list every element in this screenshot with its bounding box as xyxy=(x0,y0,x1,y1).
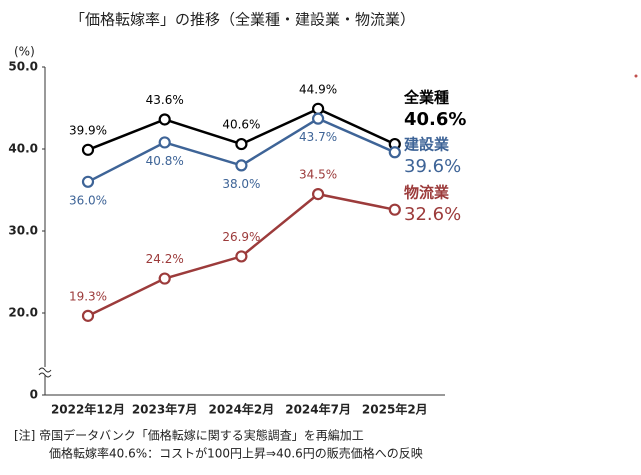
axis-break xyxy=(38,367,52,378)
data-label: 19.3% xyxy=(69,289,107,303)
point xyxy=(388,203,401,216)
point xyxy=(312,102,325,115)
point xyxy=(81,175,95,188)
y-tick-label: 20.0 xyxy=(8,306,38,320)
y-axis-label: (%) xyxy=(14,45,35,59)
point xyxy=(235,137,248,151)
data-label: 40.6% xyxy=(222,118,260,132)
note: 価格転嫁率40.6%：コストが100円上昇⇒40.6円の販売価格への反映 xyxy=(49,446,423,461)
y-tick-label: 40.0 xyxy=(8,142,38,156)
point xyxy=(81,309,95,322)
y-tick-label: 30.0 xyxy=(8,224,38,238)
data-label: 26.9% xyxy=(222,230,260,244)
data-label: 43.6% xyxy=(146,93,184,107)
legend-name: 物流業 xyxy=(404,184,450,202)
note: [注] 帝国データバンク「価格転嫁に関する実態調査」を再編加工 xyxy=(14,428,364,443)
point xyxy=(158,113,171,126)
data-label: 38.0% xyxy=(222,177,260,191)
data-label: 40.8% xyxy=(146,154,184,168)
point xyxy=(388,146,401,159)
data-label: 39.9% xyxy=(69,123,107,137)
point xyxy=(235,159,248,172)
data-label: 24.2% xyxy=(146,252,184,266)
legend-name: 建設業 xyxy=(404,136,450,154)
x-tick-label: 2023年7月 xyxy=(132,402,198,417)
point xyxy=(158,272,171,285)
point xyxy=(158,136,171,149)
x-tick-label: 2024年2月 xyxy=(209,402,275,417)
decoration-dot xyxy=(634,74,638,78)
legend-value: 39.6% xyxy=(404,156,461,177)
x-tick-label: 2024年7月 xyxy=(285,402,351,417)
axis-break xyxy=(39,367,51,375)
data-label: 36.0% xyxy=(69,193,107,207)
legend-value: 40.6% xyxy=(404,109,466,130)
x-tick-label: 2025年2月 xyxy=(362,402,428,417)
point xyxy=(81,143,95,156)
data-label: 43.7% xyxy=(299,130,337,144)
y-tick-label: 0 xyxy=(30,388,38,402)
legend-value: 32.6% xyxy=(404,204,461,225)
x-tick-label: 2022年12月 xyxy=(51,402,125,417)
point xyxy=(235,250,248,263)
data-label: 34.5% xyxy=(299,168,337,182)
legend-name: 全業種 xyxy=(403,89,449,107)
point xyxy=(312,188,325,201)
chart-title: 「価格転嫁率」の推移（全業種・建設業・物流業） xyxy=(70,11,415,29)
y-tick-label: 50.0 xyxy=(8,60,38,74)
point xyxy=(312,112,325,125)
data-label: 44.9% xyxy=(299,82,337,96)
